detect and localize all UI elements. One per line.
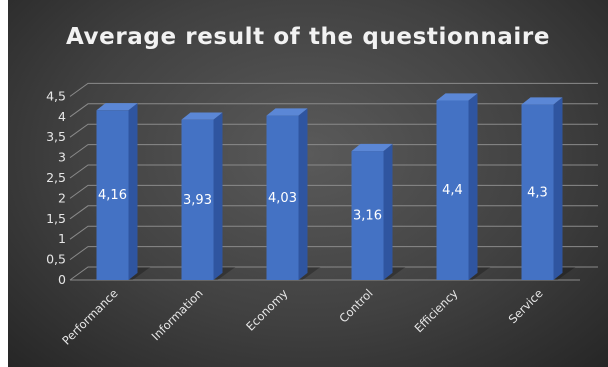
bar-top	[96, 103, 138, 111]
x-tick-label: Service	[506, 286, 546, 326]
x-tick-label: Control	[336, 286, 375, 325]
y-tick-label: 4,5	[46, 88, 66, 103]
chart-plot: 0 0,5 1 1,5 2 2,5 3 3,5 4 4,5 4,16 Performance 3,93 I…	[46, 82, 598, 348]
data-label: 3,16	[353, 209, 382, 224]
y-tick-label: 2,5	[46, 170, 66, 185]
gridline	[69, 246, 598, 261]
data-label: 4,3	[527, 185, 548, 200]
bar	[181, 119, 214, 280]
x-tick-label: Information	[149, 286, 206, 343]
data-label: 3,93	[183, 193, 212, 208]
data-label: 4,4	[442, 183, 463, 198]
bar	[266, 115, 299, 281]
data-label: 4,16	[98, 188, 127, 203]
y-tick-label: 1	[58, 231, 66, 246]
gridline	[69, 123, 598, 138]
bar-side	[298, 108, 308, 281]
y-tick-label: 3	[58, 150, 66, 165]
bar-top	[521, 97, 563, 105]
bar-side	[128, 103, 138, 280]
bar-side	[553, 97, 563, 280]
gridline	[69, 82, 598, 97]
gridline	[69, 184, 598, 199]
gridline	[69, 205, 598, 220]
bar-top	[351, 143, 393, 152]
bar-side	[213, 112, 223, 280]
y-tick-label: 4	[58, 109, 66, 124]
data-label: 4,03	[268, 191, 297, 206]
y-tick-label: 1,5	[46, 211, 66, 226]
gridline	[69, 144, 598, 159]
bar	[96, 110, 129, 280]
x-tick-label: Economy	[243, 286, 290, 333]
gridline	[69, 164, 598, 179]
x-tick-label: Efficiency	[412, 286, 461, 335]
bar-side	[468, 93, 478, 280]
y-tick-label: 2	[58, 190, 66, 205]
bar-top	[181, 112, 223, 120]
bar-side	[383, 143, 393, 280]
gridline	[69, 225, 598, 240]
bar	[436, 100, 469, 280]
gridline	[69, 103, 598, 118]
y-tick-label: 3,5	[46, 129, 66, 144]
bar-top	[436, 93, 478, 101]
bar-top	[266, 108, 308, 116]
y-tick-label: 0,5	[46, 252, 66, 267]
y-tick-label: 0	[58, 272, 66, 287]
chart-title: Average result of the questionnaire	[65, 24, 551, 50]
x-tick-label: Performance	[59, 286, 120, 347]
bar	[351, 151, 384, 280]
bar	[521, 104, 554, 280]
gridline	[69, 266, 598, 281]
